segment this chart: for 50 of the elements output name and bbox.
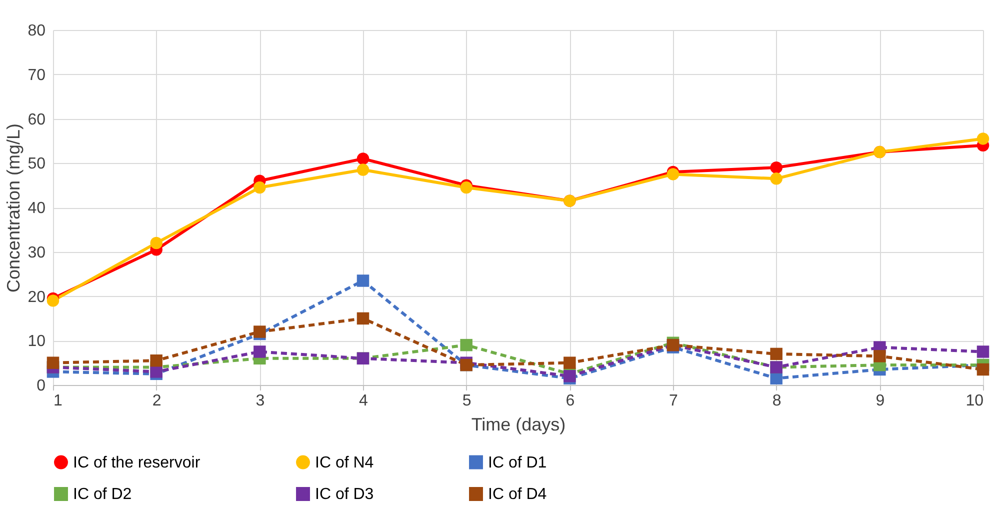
x-tick-label: 8 bbox=[772, 392, 782, 410]
point bbox=[460, 181, 472, 194]
point bbox=[356, 312, 370, 325]
point bbox=[770, 172, 782, 185]
point bbox=[976, 346, 990, 358]
legend-label: IC of N4 bbox=[315, 454, 374, 472]
point bbox=[976, 363, 990, 376]
x-tick-label: 2 bbox=[152, 392, 162, 410]
legend-label: IC of the reservoir bbox=[73, 454, 201, 472]
y-tick-label: 0 bbox=[36, 378, 46, 394]
y-tick-label: 30 bbox=[28, 244, 46, 262]
point bbox=[770, 348, 782, 360]
point bbox=[46, 294, 60, 307]
y-tick-label: 50 bbox=[28, 156, 46, 173]
point bbox=[460, 338, 472, 352]
y-tick-label: 20 bbox=[28, 288, 46, 306]
x-tick-label: 3 bbox=[256, 392, 265, 410]
y-tick-label: 40 bbox=[28, 200, 46, 217]
point bbox=[254, 326, 266, 338]
point bbox=[254, 346, 266, 358]
y-tick-label: 10 bbox=[28, 333, 46, 350]
x-tick-label: 10 bbox=[966, 392, 984, 410]
y-tick-label: 60 bbox=[28, 111, 46, 128]
point bbox=[356, 274, 370, 287]
point bbox=[254, 181, 266, 194]
point bbox=[356, 152, 370, 165]
point bbox=[874, 350, 886, 362]
point bbox=[150, 236, 162, 250]
point bbox=[564, 356, 576, 369]
legend-label: IC of D4 bbox=[488, 486, 547, 503]
point bbox=[356, 164, 370, 176]
point bbox=[976, 132, 990, 145]
x-tick-label: 1 bbox=[54, 392, 62, 410]
point bbox=[150, 354, 162, 367]
point bbox=[770, 161, 782, 174]
point bbox=[46, 356, 60, 369]
x-tick-label: 5 bbox=[462, 392, 472, 410]
x-tick-label: 4 bbox=[359, 392, 368, 410]
legend-label: IC of D3 bbox=[315, 486, 374, 503]
legend-label: IC of D2 bbox=[73, 486, 132, 503]
x-tick-label: 9 bbox=[876, 392, 885, 410]
point bbox=[666, 168, 680, 180]
legend-label: IC of D1 bbox=[488, 454, 547, 472]
y-axis-title: Concentration (mg/L) bbox=[4, 123, 24, 293]
x-tick-label: 6 bbox=[566, 392, 575, 410]
point bbox=[150, 366, 162, 378]
y-tick-label: 70 bbox=[28, 66, 46, 84]
y-tick-label: 80 bbox=[28, 22, 46, 40]
x-axis-title: Time (days) bbox=[471, 414, 566, 434]
x-tick-label: 7 bbox=[669, 392, 678, 410]
